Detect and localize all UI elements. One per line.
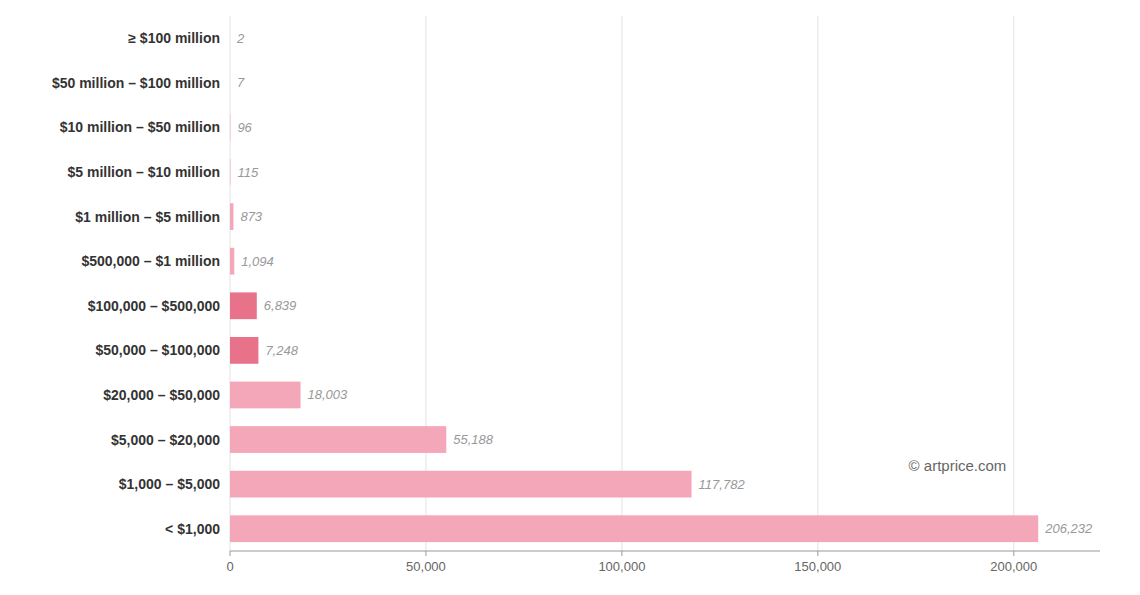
- tick-mark: [817, 551, 818, 556]
- category-label: $20,000 – $50,000: [103, 387, 220, 403]
- data-label: 96: [237, 120, 252, 135]
- tick-mark: [621, 551, 622, 556]
- grid-line: [817, 16, 818, 551]
- bar: [230, 70, 231, 97]
- tick-mark: [230, 551, 231, 556]
- category-label: $100,000 – $500,000: [88, 298, 221, 314]
- tick-label: 50,000: [406, 559, 446, 574]
- data-label: 117,782: [699, 477, 746, 492]
- category-label: $1 million – $5 million: [75, 209, 220, 225]
- bar: [230, 203, 233, 230]
- data-label: 6,839: [264, 298, 297, 313]
- x-axis: 0 50,000 100,000 150,000 200,000: [226, 551, 1100, 574]
- tick-label: 100,000: [598, 559, 645, 574]
- bar: [230, 426, 446, 453]
- category-label: $1,000 – $5,000: [119, 476, 220, 492]
- data-label: 206,232: [1044, 521, 1093, 536]
- tick-label: 200,000: [990, 559, 1037, 574]
- data-label: 7,248: [265, 343, 298, 358]
- grid-line: [1013, 16, 1014, 551]
- data-labels: 2 7 96 115 873 1,094 6,839 7,248 18,003 55,188 117…: [236, 31, 1093, 536]
- y-axis: ≥ $100 million $50 million – $100 million…: [52, 30, 220, 536]
- bar: [230, 159, 231, 186]
- bar: [230, 114, 231, 141]
- bar: [230, 292, 257, 319]
- category-label: $50 million – $100 million: [52, 75, 220, 91]
- category-label: ≥ $100 million: [128, 30, 220, 46]
- category-label: < $1,000: [165, 521, 220, 537]
- category-label: $10 million – $50 million: [60, 119, 220, 135]
- background: [0, 0, 1140, 595]
- chart: 0 50,000 100,000 150,000 200,000 ≥ $100 milli…: [0, 0, 1140, 595]
- data-label: 7: [237, 75, 245, 90]
- data-label: 55,188: [453, 432, 494, 447]
- category-label: $5,000 – $20,000: [111, 432, 220, 448]
- grid: [230, 16, 1014, 551]
- bar: [230, 515, 1038, 542]
- bar: [230, 382, 301, 409]
- tick-mark: [1013, 551, 1014, 556]
- category-label: $50,000 – $100,000: [95, 342, 220, 358]
- bar: [230, 25, 231, 52]
- tick-label: 0: [226, 559, 233, 574]
- tick-label: 150,000: [794, 559, 841, 574]
- axis-line: [230, 551, 1100, 552]
- bar: [230, 471, 692, 498]
- category-label: $500,000 – $1 million: [81, 253, 220, 269]
- bar: [230, 248, 234, 275]
- data-label: 18,003: [308, 387, 349, 402]
- bar: [230, 337, 258, 364]
- watermark: © artprice.com: [909, 457, 1007, 474]
- bars: [230, 25, 1038, 542]
- data-label: 115: [237, 165, 258, 180]
- data-label: 2: [236, 31, 245, 46]
- data-label: 1,094: [241, 254, 274, 269]
- data-label: 873: [240, 209, 262, 224]
- category-label: $5 million – $10 million: [68, 164, 221, 180]
- tick-mark: [425, 551, 426, 556]
